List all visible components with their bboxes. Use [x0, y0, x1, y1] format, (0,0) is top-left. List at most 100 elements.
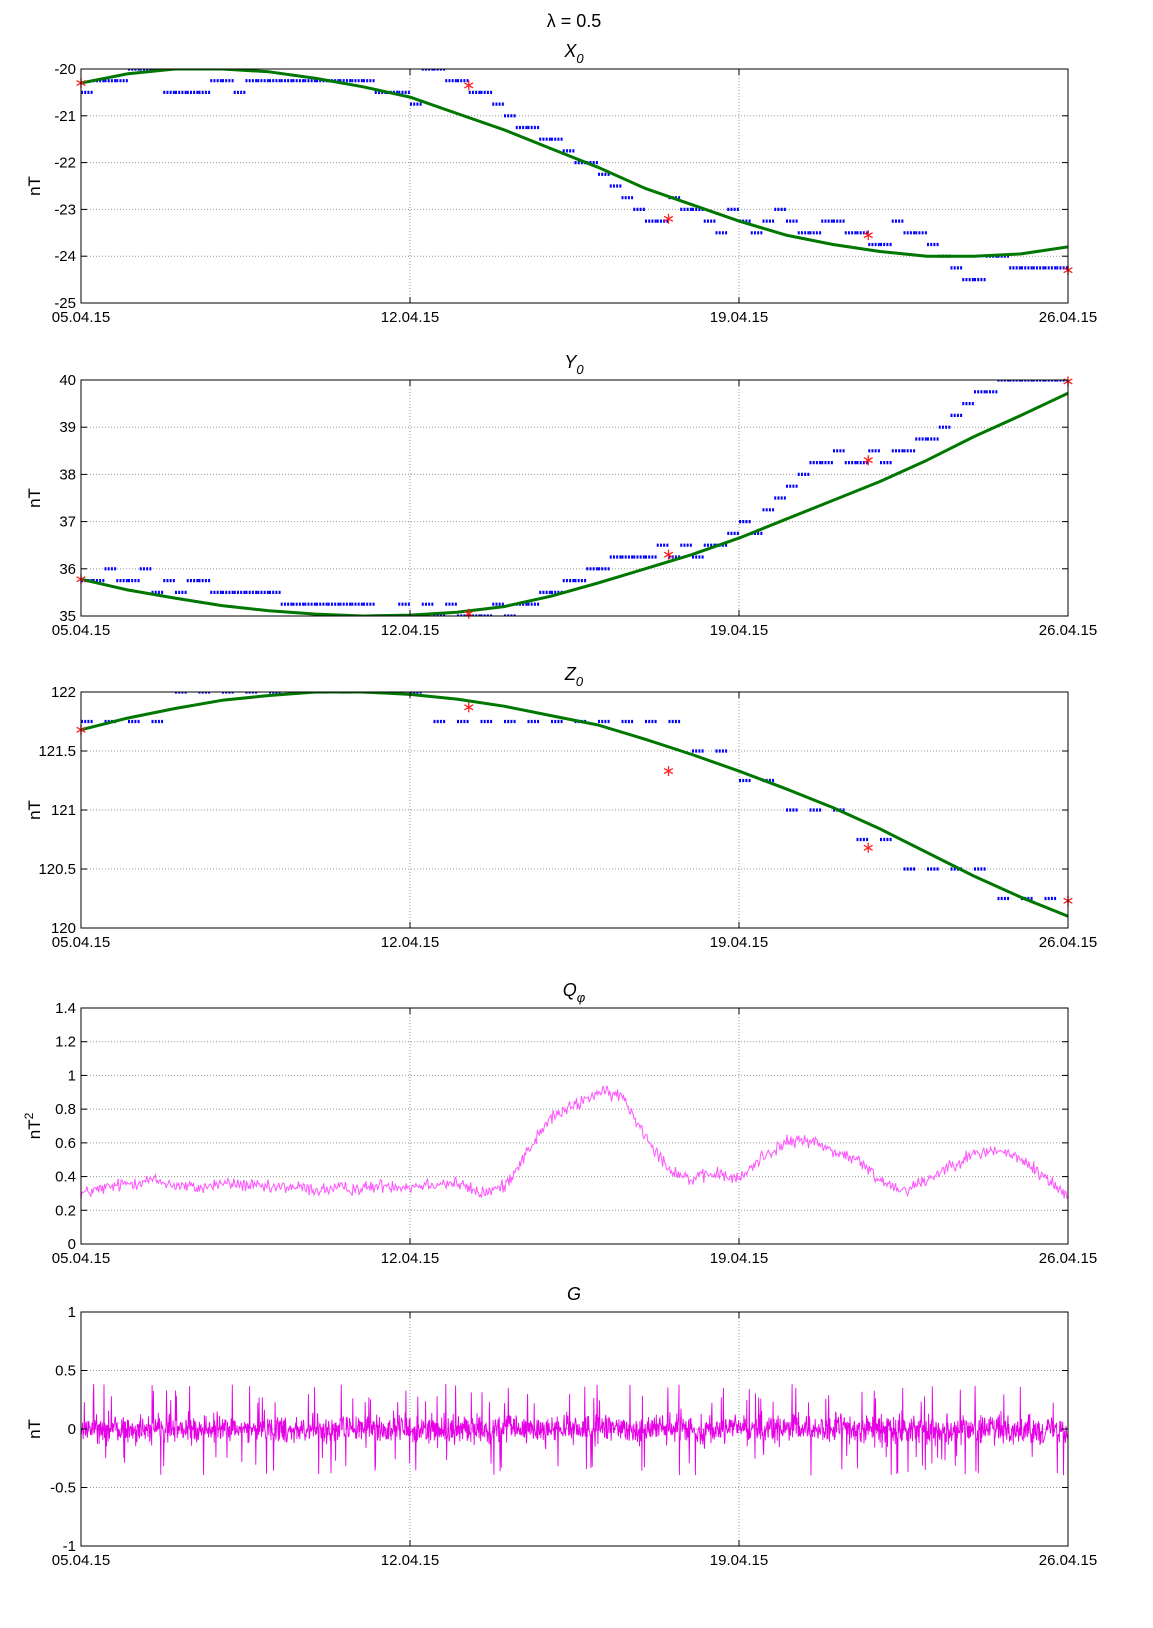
knot-marker: [663, 766, 674, 777]
y-tick-label: -23: [54, 201, 76, 218]
y-tick-label: 1: [68, 1067, 76, 1084]
y-tick-label: 0.8: [55, 1101, 76, 1118]
chart-panel: 05.04.15 12.04.15 19.04.15 26.04.15 -1 -0.5 0 0…: [25, 1284, 1097, 1569]
knot-marker: [663, 213, 674, 224]
x-tick-label: 12.04.15: [381, 622, 439, 639]
x-tick-label: 26.04.15: [1039, 1250, 1097, 1267]
y-tick-label: 121.5: [38, 743, 76, 760]
g-series-line: [81, 1383, 1068, 1476]
x-tick-label: 26.04.15: [1039, 622, 1097, 639]
observed-series: [81, 380, 1068, 616]
y-tick-label: 0.5: [55, 1363, 76, 1380]
panel-title-sub: 0: [576, 674, 584, 689]
x-tick-label: 12.04.15: [381, 309, 439, 326]
plot-area: [81, 692, 1068, 918]
asterisk-stroke: [464, 82, 474, 89]
knot-markers: [76, 702, 1073, 906]
y-tick-label: 36: [59, 561, 76, 578]
asterisk-stroke: [464, 610, 474, 617]
knot-markers: [76, 78, 1073, 276]
y-tick-label: 120: [51, 920, 76, 937]
x-tick-label: 05.04.15: [52, 1552, 110, 1569]
x-tick-label: 26.04.15: [1039, 1552, 1097, 1569]
y-tick-label: 122: [51, 684, 76, 701]
y-tick-label: -1: [63, 1538, 76, 1555]
axes-box: [80, 379, 1069, 617]
panel-title: X0: [563, 41, 584, 66]
y-tick-label: 40: [59, 372, 76, 389]
x-tick-label: 19.04.15: [710, 934, 768, 951]
x-tick-label: 26.04.15: [1039, 934, 1097, 951]
x-tick-label: 26.04.15: [1039, 309, 1097, 326]
x-tick-label: 19.04.15: [710, 1250, 768, 1267]
q-series-line: [81, 1085, 1068, 1200]
panel-title: Z0: [564, 664, 584, 689]
y-axis-label: nT: [25, 176, 44, 196]
y-tick-label: 120.5: [38, 861, 76, 878]
knot-markers: [76, 376, 1073, 619]
knot-marker: [863, 842, 873, 853]
knot-marker: [863, 455, 873, 466]
y-tick-label: 0: [68, 1236, 76, 1253]
y-axis-label: nT: [25, 800, 44, 820]
x-tick-label: 05.04.15: [52, 622, 110, 639]
observed-series: [81, 69, 1068, 282]
model-curve: [81, 692, 1068, 918]
x-tick-label: 12.04.15: [381, 1552, 439, 1569]
panel-title: Y0: [564, 352, 584, 377]
y-axis-label: nT: [25, 1419, 44, 1439]
panel-title-sub: φ: [577, 990, 586, 1005]
y-tick-label: 1.4: [55, 1000, 76, 1017]
y-tick-label: 37: [59, 514, 76, 531]
panel-title-sub: 0: [576, 362, 584, 377]
y-axis-label: nT: [25, 488, 44, 508]
asterisk-stroke: [663, 215, 674, 222]
plot-area: [81, 1383, 1068, 1476]
asterisk-stroke: [863, 457, 873, 464]
y-tick-label: 121: [51, 802, 76, 819]
asterisk-stroke: [663, 551, 674, 558]
knot-marker: [464, 608, 474, 619]
y-tick-label: 1.2: [55, 1034, 76, 1051]
observed-series: [81, 692, 1057, 901]
x-tick-label: 19.04.15: [710, 309, 768, 326]
asterisk-stroke: [663, 767, 674, 775]
x-tick-label: 19.04.15: [710, 1552, 768, 1569]
axes-box: [80, 68, 1069, 304]
axes-box: [80, 1007, 1069, 1245]
asterisk-stroke: [863, 232, 873, 239]
x-tick-label: 12.04.15: [381, 934, 439, 951]
y-tick-label: -22: [54, 155, 76, 172]
chart-panel: 05.04.15 12.04.15 19.04.15 26.04.15 -25 -24 -2…: [25, 41, 1097, 326]
panel-title-sub: 0: [576, 51, 584, 66]
plot-area: [81, 69, 1068, 282]
knot-marker: [464, 702, 474, 713]
y-tick-label: 1: [68, 1304, 76, 1321]
axes-box: [80, 691, 1069, 929]
y-tick-label: -20: [54, 61, 76, 78]
y-tick-label: 0.6: [55, 1135, 76, 1152]
y-tick-label: 39: [59, 419, 76, 436]
y-tick-label: 38: [59, 466, 76, 483]
y-axis-label-sup: 2: [22, 1112, 36, 1119]
model-curve: [81, 69, 1068, 258]
y-tick-label: 0.4: [55, 1169, 76, 1186]
y-tick-label: -0.5: [50, 1480, 76, 1497]
x-tick-label: 05.04.15: [52, 934, 110, 951]
panel-title: Qφ: [563, 980, 586, 1005]
y-tick-label: -24: [54, 248, 76, 265]
y-tick-label: 0: [68, 1421, 76, 1438]
y-tick-label: 35: [59, 608, 76, 625]
knot-marker: [464, 80, 474, 91]
panels: 05.04.15 12.04.15 19.04.15 26.04.15 -25 -24 -2…: [22, 41, 1097, 1569]
asterisk-stroke: [863, 844, 873, 851]
plot-area: [81, 1085, 1068, 1200]
y-tick-label: -21: [54, 108, 76, 125]
panel-title: G: [567, 1284, 581, 1304]
knot-marker: [863, 230, 873, 241]
y-axis-label: nT2: [22, 1112, 44, 1139]
model-curve: [81, 391, 1068, 616]
knot-marker: [663, 549, 674, 560]
figure-suptitle: λ = 0.5: [547, 11, 602, 31]
